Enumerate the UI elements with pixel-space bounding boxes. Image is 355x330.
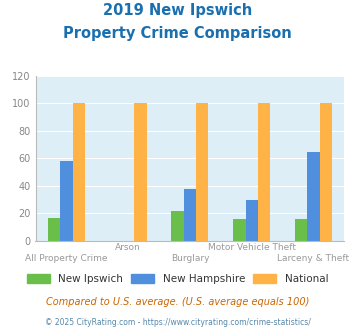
Text: Compared to U.S. average. (U.S. average equals 100): Compared to U.S. average. (U.S. average …: [46, 297, 309, 307]
Text: Motor Vehicle Theft: Motor Vehicle Theft: [208, 243, 296, 251]
Bar: [171, 211, 184, 241]
Bar: [48, 217, 60, 241]
Text: Larceny & Theft: Larceny & Theft: [277, 254, 350, 263]
Text: Burglary: Burglary: [171, 254, 209, 263]
Bar: [295, 219, 307, 241]
Text: All Property Crime: All Property Crime: [25, 254, 108, 263]
Text: Arson: Arson: [115, 243, 141, 251]
Text: 2019 New Ipswich: 2019 New Ipswich: [103, 3, 252, 18]
Bar: [258, 103, 270, 241]
Bar: [246, 200, 258, 241]
Legend: New Ipswich, New Hampshire, National: New Ipswich, New Hampshire, National: [24, 271, 331, 287]
Bar: [307, 151, 320, 241]
Bar: [60, 161, 72, 241]
Bar: [196, 103, 208, 241]
Text: © 2025 CityRating.com - https://www.cityrating.com/crime-statistics/: © 2025 CityRating.com - https://www.city…: [45, 318, 310, 327]
Bar: [134, 103, 147, 241]
Bar: [72, 103, 85, 241]
Bar: [320, 103, 332, 241]
Text: Property Crime Comparison: Property Crime Comparison: [63, 26, 292, 41]
Bar: [184, 189, 196, 241]
Bar: [233, 219, 246, 241]
